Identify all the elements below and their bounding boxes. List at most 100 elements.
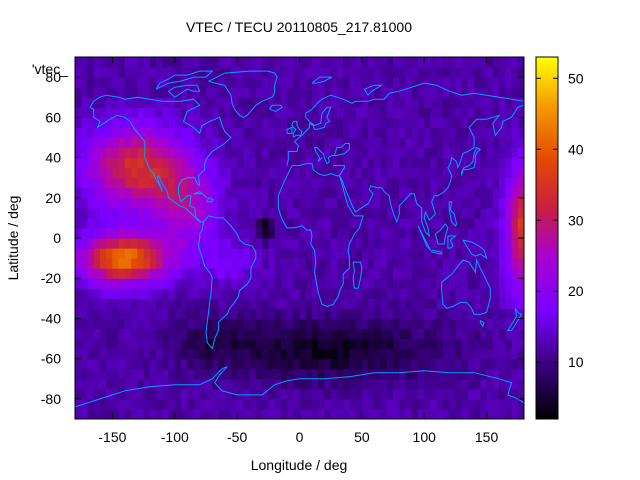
heatmap-cell — [368, 197, 375, 209]
heatmap-cell — [280, 117, 288, 128]
heatmap-cell — [399, 177, 407, 189]
heatmap-cell — [87, 268, 95, 279]
heatmap-cell — [343, 288, 350, 299]
heatmap-cell — [380, 338, 388, 350]
heatmap-cell — [181, 298, 188, 309]
heatmap-cell — [449, 378, 457, 390]
heatmap-cell — [230, 157, 238, 169]
heatmap-cell — [299, 227, 307, 239]
heatmap-cell — [156, 358, 163, 370]
heatmap-cell — [299, 258, 307, 269]
heatmap-cell — [486, 57, 494, 68]
heatmap-cell — [149, 278, 157, 289]
heatmap-cell — [499, 147, 506, 159]
heatmap-cell — [486, 107, 494, 118]
heatmap-cell — [386, 67, 394, 78]
heatmap-cell — [355, 207, 363, 219]
heatmap-cell — [181, 398, 188, 410]
heatmap-cell — [393, 258, 400, 269]
heatmap-cell — [299, 308, 307, 320]
heatmap-cell — [106, 338, 114, 350]
heatmap-cell — [430, 328, 438, 340]
heatmap-cell — [324, 378, 332, 390]
heatmap-cell — [268, 187, 276, 199]
heatmap-cell — [274, 288, 282, 299]
coastline — [286, 82, 524, 166]
heatmap-cell — [156, 167, 163, 179]
heatmap-cell — [156, 408, 163, 419]
heatmap-cell — [417, 117, 425, 128]
heatmap-cell — [436, 147, 444, 159]
heatmap-cell — [442, 328, 450, 340]
heatmap-cell — [361, 408, 369, 419]
heatmap-cell — [106, 147, 114, 159]
heatmap-cell — [75, 398, 82, 410]
heatmap-cell — [199, 378, 207, 390]
heatmap-cell — [280, 288, 288, 299]
heatmap-cell — [162, 388, 170, 400]
heatmap-cell — [411, 238, 419, 249]
heatmap-cell — [305, 87, 313, 98]
heatmap-cell — [311, 167, 319, 179]
heatmap-cell — [156, 308, 163, 320]
heatmap-cell — [511, 408, 519, 419]
heatmap-cell — [187, 157, 195, 169]
heatmap-cell — [81, 147, 89, 159]
heatmap-cell — [336, 378, 344, 390]
heatmap-cell — [511, 137, 519, 149]
heatmap-cell — [274, 97, 282, 108]
heatmap-cell — [137, 177, 145, 189]
heatmap-cell — [399, 147, 407, 159]
heatmap-cell — [499, 378, 506, 390]
heatmap-cell — [87, 77, 95, 88]
heatmap-cell — [187, 217, 195, 229]
heatmap-cell — [218, 127, 226, 139]
heatmap-cell — [474, 378, 481, 390]
heatmap-cell — [417, 298, 425, 309]
heatmap-cell — [486, 227, 494, 239]
heatmap-cell — [268, 167, 276, 179]
heatmap-cell — [449, 67, 457, 78]
heatmap-cell — [255, 57, 263, 68]
heatmap-cell — [156, 157, 163, 169]
heatmap-cell — [386, 177, 394, 189]
heatmap-cell — [268, 348, 276, 360]
heatmap-cell — [87, 238, 95, 249]
heatmap-cell — [368, 248, 375, 259]
heatmap-cell — [336, 137, 344, 149]
heatmap-cell — [336, 157, 344, 169]
heatmap-cell — [336, 298, 344, 309]
heatmap-cell — [174, 147, 182, 159]
heatmap-cell — [212, 298, 220, 309]
heatmap-cell — [430, 368, 438, 380]
heatmap-cell — [262, 338, 269, 350]
heatmap-cell — [430, 358, 438, 370]
heatmap-cell — [137, 77, 145, 88]
heatmap-cell — [224, 368, 232, 380]
heatmap-cell — [517, 318, 524, 330]
coastline — [313, 147, 333, 165]
heatmap-cell — [181, 278, 188, 289]
heatmap-cell — [505, 348, 513, 360]
heatmap-cell — [218, 207, 226, 219]
heatmap-cell — [399, 338, 407, 350]
heatmap-cell — [187, 67, 195, 78]
heatmap-cell — [81, 87, 89, 98]
heatmap-cell — [230, 117, 238, 128]
heatmap-cell — [118, 87, 126, 98]
heatmap-cell — [318, 187, 326, 199]
heatmap-cell — [199, 328, 207, 340]
heatmap-cell — [280, 308, 288, 320]
heatmap-cell — [461, 278, 469, 289]
heatmap-cell — [81, 107, 89, 118]
heatmap-cell — [305, 388, 313, 400]
heatmap-cell — [349, 157, 357, 169]
heatmap-cell — [424, 187, 432, 199]
heatmap-cell — [131, 157, 138, 169]
heatmap-cell — [336, 278, 344, 289]
heatmap-cell — [118, 97, 126, 108]
heatmap-cell — [311, 388, 319, 400]
heatmap-cell — [255, 408, 263, 419]
heatmap-cell — [268, 358, 276, 370]
